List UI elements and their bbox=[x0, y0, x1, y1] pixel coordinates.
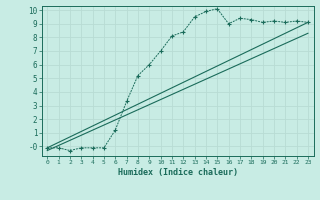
X-axis label: Humidex (Indice chaleur): Humidex (Indice chaleur) bbox=[118, 168, 237, 177]
